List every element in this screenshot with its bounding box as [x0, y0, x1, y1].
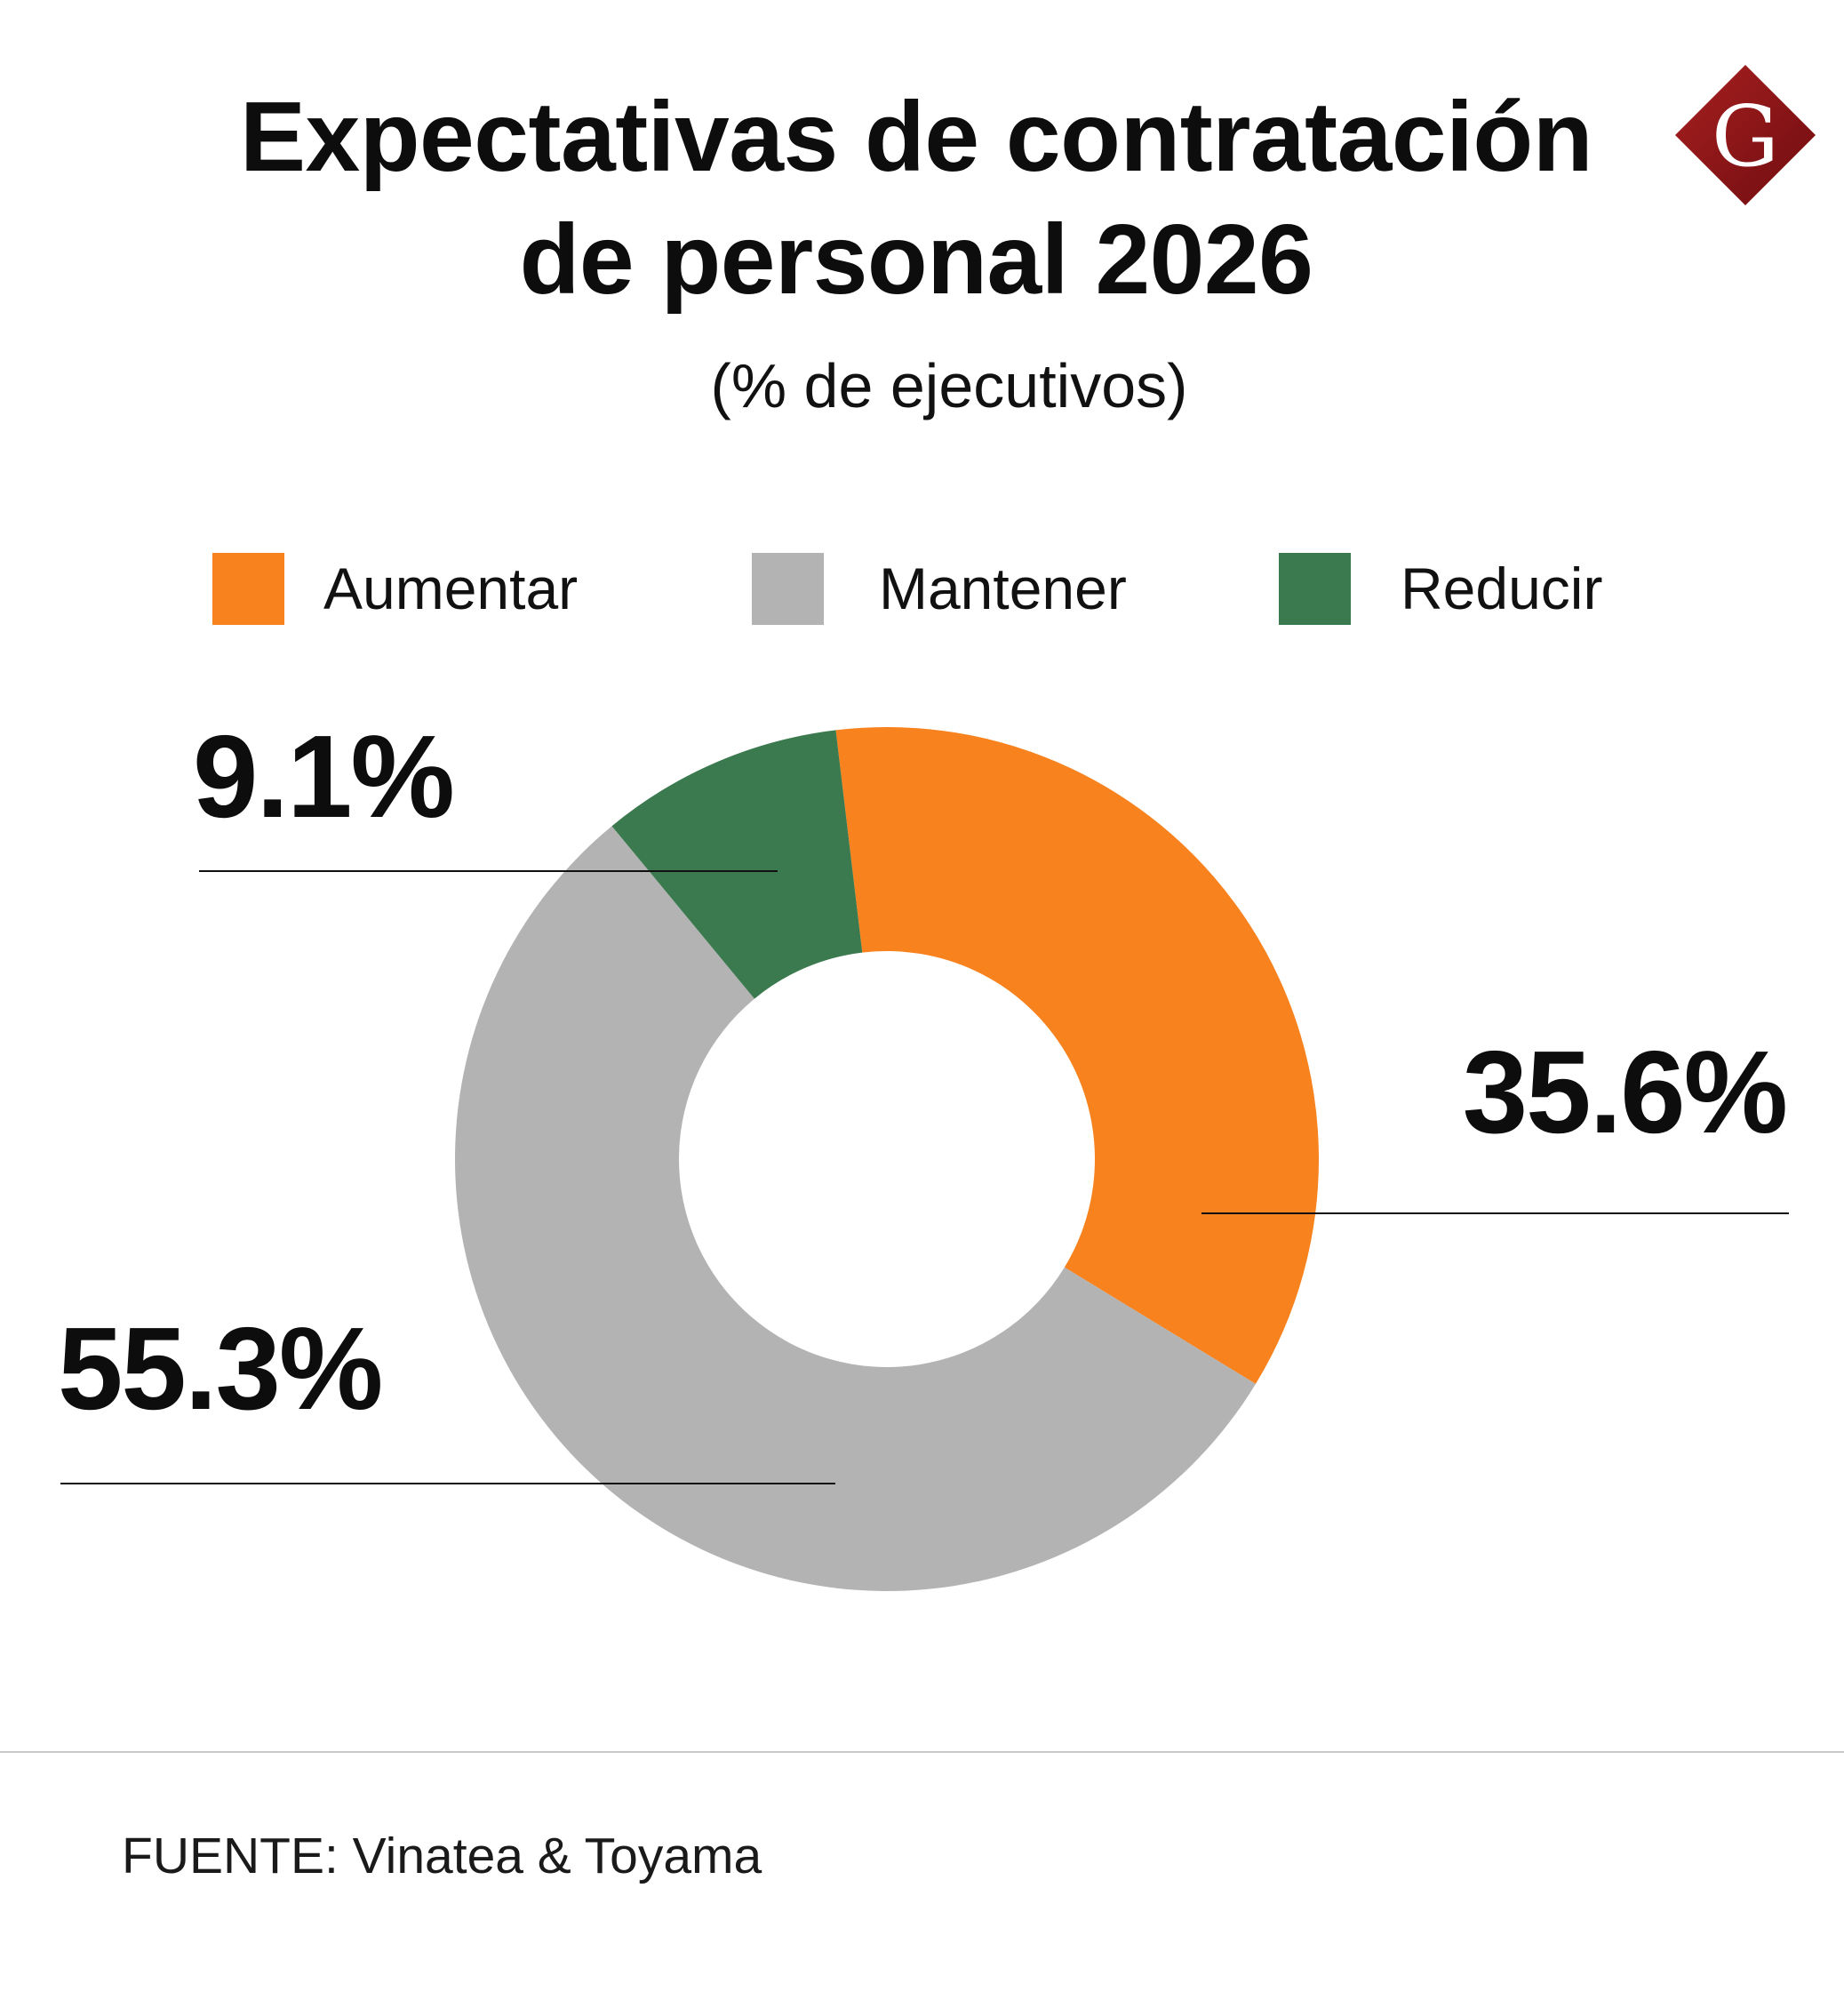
- donut-slice-aumentar: [835, 727, 1319, 1384]
- chart-subtitle: (% de ejecutivos): [710, 351, 1188, 420]
- data-label-mantener: 55.3%: [58, 1303, 383, 1434]
- logo-diamond: [1675, 65, 1816, 205]
- leader-line-mantener: [60, 1483, 835, 1484]
- legend-label-mantener: Mantener: [879, 556, 1127, 621]
- chart-title: Expectativas de contratación de personal…: [239, 82, 1593, 315]
- data-label-reducir: 9.1%: [193, 711, 455, 842]
- logo-letter: G: [1712, 88, 1779, 186]
- source-note: FUENTE: Vinatea & Toyama: [122, 1828, 762, 1884]
- leader-line-reducir: [199, 870, 778, 872]
- donut-slice-reducir: [611, 730, 863, 999]
- leader-line-aumentar: [1201, 1212, 1789, 1214]
- legend-label-reducir: Reducir: [1401, 556, 1603, 621]
- legend-label-aumentar: Aumentar: [323, 556, 579, 621]
- donut-slice-mantener: [455, 826, 1257, 1591]
- legend-swatch-mantener: [752, 553, 824, 625]
- publisher-logo: G: [1675, 65, 1816, 205]
- legend-swatch-aumentar: [212, 553, 284, 625]
- footer-divider: [0, 1751, 1844, 1753]
- data-label-aumentar: 35.6%: [1462, 1027, 1788, 1157]
- legend-swatch-reducir: [1279, 553, 1351, 625]
- donut-chart: [455, 727, 1319, 1591]
